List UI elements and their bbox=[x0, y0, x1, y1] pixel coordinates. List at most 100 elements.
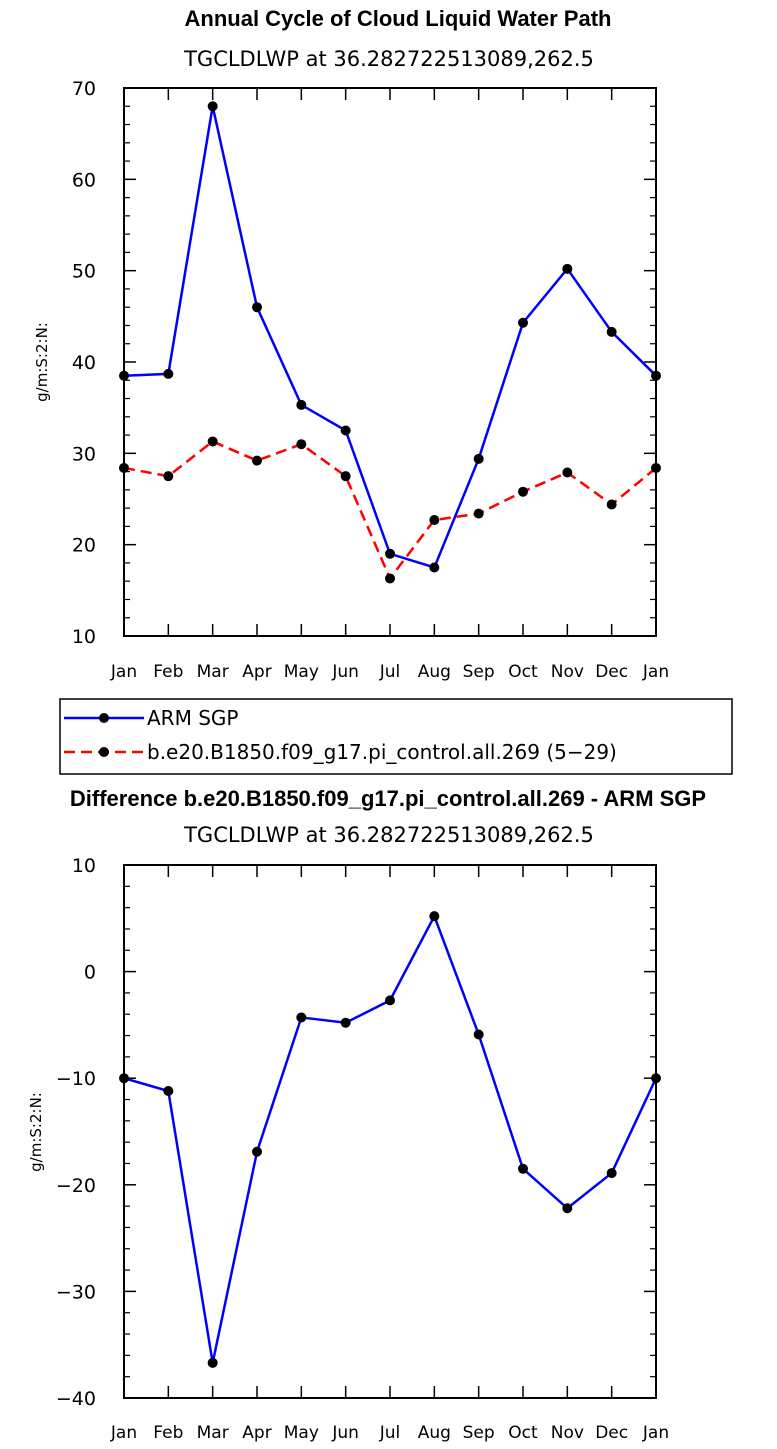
data-point bbox=[606, 326, 617, 337]
chart-series bbox=[119, 911, 661, 1368]
y-tick-label: 70 bbox=[72, 78, 96, 100]
x-tick-label: Jul bbox=[379, 1423, 401, 1443]
data-point bbox=[429, 515, 440, 526]
data-point bbox=[296, 399, 307, 410]
x-tick-label: Aug bbox=[418, 1423, 451, 1443]
data-point bbox=[252, 455, 262, 466]
x-tick-label: Aug bbox=[418, 662, 451, 682]
data-point bbox=[163, 471, 174, 482]
y-tick-label: 30 bbox=[72, 443, 96, 465]
legend-marker-arm-sgp bbox=[99, 713, 109, 723]
legend-marker-model bbox=[99, 747, 109, 757]
x-tick-labels: Jan Feb Mar Apr May Jun Jul Aug Sep Oct Nov Dec Jan bbox=[110, 662, 669, 682]
x-tick-label: Feb bbox=[153, 662, 183, 682]
data-point bbox=[429, 911, 440, 922]
data-point bbox=[385, 995, 395, 1006]
series-line bbox=[123, 105, 657, 570]
data-point bbox=[606, 499, 617, 510]
data-point bbox=[429, 562, 440, 573]
legend-entry-model: b.e20.B1850.f09_g17.pi_control.all.269 (… bbox=[64, 740, 617, 764]
plot-frame bbox=[123, 87, 657, 637]
y-axis-label: g/m:S:2:N: bbox=[27, 1092, 45, 1172]
data-point bbox=[606, 1168, 617, 1179]
y-tick-label: −10 bbox=[56, 1068, 96, 1090]
series-line bbox=[123, 913, 658, 1364]
x-tick-label: Sep bbox=[463, 662, 495, 682]
data-point bbox=[562, 1203, 573, 1214]
data-point bbox=[473, 508, 484, 519]
x-tick-label: Oct bbox=[508, 662, 538, 682]
x-tick-label: Jul bbox=[379, 662, 401, 682]
data-point bbox=[340, 471, 351, 482]
x-tick-label: Apr bbox=[242, 662, 271, 682]
data-point bbox=[340, 1017, 351, 1028]
data-point bbox=[562, 467, 573, 478]
y-tick-label: 10 bbox=[72, 855, 96, 877]
x-tick-label: Dec bbox=[595, 1423, 628, 1443]
x-tick-label: Mar bbox=[197, 662, 229, 682]
data-point bbox=[296, 1012, 307, 1023]
y-axis-label: g/m:S:2:N: bbox=[33, 322, 51, 402]
legend-entry-arm-sgp: ARM SGP bbox=[64, 706, 238, 730]
annual-cycle-chart: Annual Cycle of Cloud Liquid Water Path … bbox=[33, 6, 669, 682]
y-tick-label: 50 bbox=[72, 261, 96, 283]
data-point bbox=[473, 1029, 484, 1040]
data-point bbox=[385, 548, 395, 559]
data-point bbox=[252, 302, 262, 313]
y-tick-label: 20 bbox=[72, 535, 96, 557]
y-tick-label: 40 bbox=[72, 352, 96, 374]
data-point bbox=[163, 368, 174, 379]
x-tick-label: Nov bbox=[551, 662, 584, 682]
y-tick-label: 0 bbox=[84, 962, 96, 984]
chart-title: Annual Cycle of Cloud Liquid Water Path bbox=[185, 6, 612, 31]
chart-ticks bbox=[123, 864, 657, 1399]
x-tick-label: Mar bbox=[197, 1423, 229, 1443]
x-tick-label: Sep bbox=[463, 1423, 495, 1443]
data-point bbox=[207, 1357, 218, 1368]
data-point bbox=[562, 263, 573, 274]
data-point bbox=[518, 317, 528, 328]
legend: ARM SGP b.e20.B1850.f09_g17.pi_control.a… bbox=[59, 698, 733, 775]
y-tick-label: 10 bbox=[72, 626, 96, 648]
data-point bbox=[340, 425, 351, 436]
legend-box bbox=[59, 698, 733, 775]
y-tick-label: −30 bbox=[56, 1281, 96, 1303]
y-tick-labels: −40 −30 −20 −10 0 10 bbox=[56, 855, 96, 1410]
data-point bbox=[252, 1146, 262, 1157]
data-point bbox=[385, 573, 395, 584]
x-tick-label: Jan bbox=[110, 1423, 137, 1443]
x-tick-label: Jun bbox=[331, 662, 359, 682]
y-tick-label: −40 bbox=[56, 1388, 96, 1410]
x-tick-label: Jan bbox=[642, 1423, 669, 1443]
x-tick-label: Dec bbox=[595, 662, 628, 682]
data-point bbox=[163, 1085, 174, 1096]
x-tick-label: Apr bbox=[242, 1423, 271, 1443]
y-tick-label: −20 bbox=[56, 1175, 96, 1197]
x-tick-label: Jan bbox=[642, 662, 669, 682]
data-point bbox=[207, 436, 218, 447]
chart-subtitle: TGCLDLWP at 36.282722513089,262.5 bbox=[183, 47, 594, 71]
y-tick-label: 60 bbox=[72, 169, 96, 191]
data-point bbox=[518, 486, 528, 497]
data-point bbox=[296, 439, 307, 450]
x-tick-labels: Jan Feb Mar Apr May Jun Jul Aug Sep Oct Nov Dec Jan bbox=[110, 1423, 669, 1443]
x-tick-label: May bbox=[284, 662, 319, 682]
plot-frame bbox=[123, 864, 657, 1399]
chart-title: Difference b.e20.B1850.f09_g17.pi_contro… bbox=[70, 786, 706, 811]
x-tick-label: May bbox=[284, 1423, 319, 1443]
chart-subtitle: TGCLDLWP at 36.282722513089,262.5 bbox=[183, 823, 594, 847]
legend-label-model: b.e20.B1850.f09_g17.pi_control.all.269 (… bbox=[147, 740, 617, 764]
data-point bbox=[473, 453, 484, 464]
x-tick-label: Jun bbox=[331, 1423, 359, 1443]
y-tick-labels: 10 20 30 40 50 60 70 bbox=[72, 78, 96, 648]
x-tick-label: Nov bbox=[551, 1423, 584, 1443]
data-point bbox=[518, 1163, 528, 1174]
difference-chart: Difference b.e20.B1850.f09_g17.pi_contro… bbox=[27, 786, 706, 1443]
data-point bbox=[207, 101, 218, 112]
chart-series bbox=[119, 101, 661, 584]
x-tick-label: Jan bbox=[110, 662, 137, 682]
x-tick-label: Feb bbox=[153, 1423, 183, 1443]
x-tick-label: Oct bbox=[508, 1423, 538, 1443]
legend-label-arm-sgp: ARM SGP bbox=[147, 706, 238, 730]
